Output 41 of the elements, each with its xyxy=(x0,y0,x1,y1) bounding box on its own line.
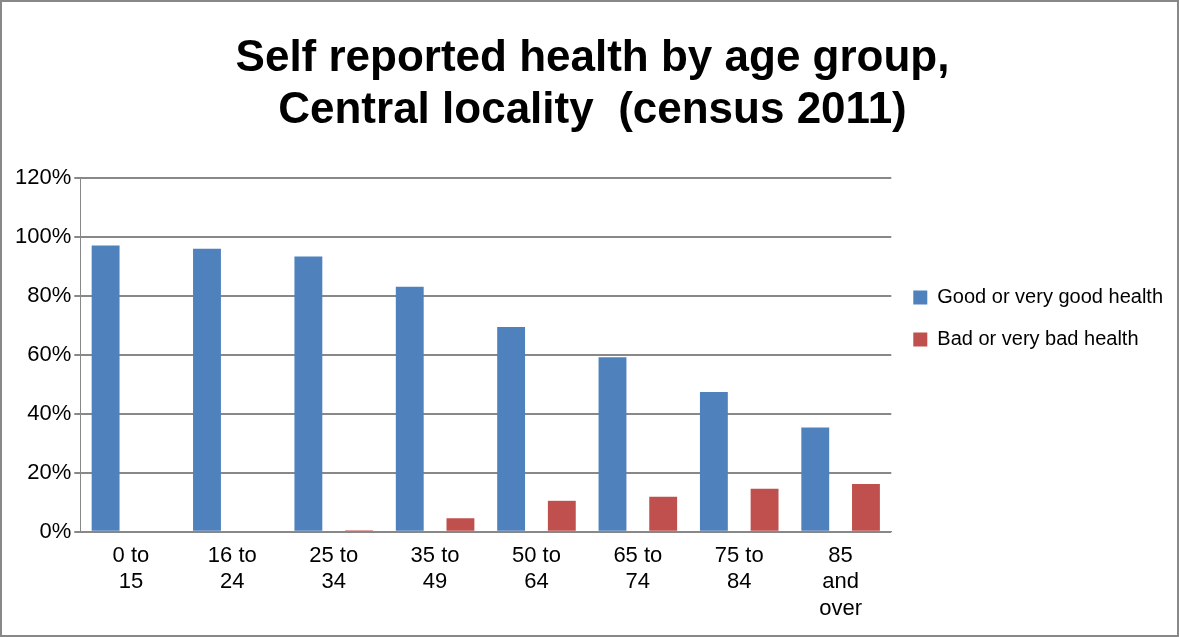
bar xyxy=(750,488,779,531)
category-label: 75 to xyxy=(714,542,764,568)
category-label: 25 to xyxy=(309,542,359,568)
bar xyxy=(649,496,678,531)
category-label: 64 xyxy=(524,568,549,594)
category-label: 24 xyxy=(220,568,245,594)
category-label: 49 xyxy=(422,568,448,594)
y-tick-label: 60% xyxy=(27,340,72,366)
category-label: 0 to xyxy=(112,542,150,568)
bar xyxy=(801,427,830,531)
category-label: 50 to xyxy=(512,542,561,568)
category-label: 16 to xyxy=(207,542,257,568)
bar xyxy=(395,286,424,531)
bar xyxy=(294,256,323,531)
category-label: 34 xyxy=(321,568,346,594)
bar xyxy=(547,500,576,531)
bar xyxy=(699,391,728,531)
category-label: 74 xyxy=(625,568,651,594)
bar xyxy=(598,357,627,531)
bar xyxy=(446,518,475,531)
legend-label: Bad or very bad health xyxy=(937,327,1139,350)
y-tick-label: 120% xyxy=(14,163,72,189)
y-tick-label: 80% xyxy=(27,281,72,307)
bar xyxy=(852,483,880,531)
bar xyxy=(91,245,120,531)
y-tick-label: 100% xyxy=(14,222,72,248)
category-label: 15 xyxy=(118,568,144,594)
category-label: 84 xyxy=(726,568,752,594)
category-label: and xyxy=(822,568,859,594)
category-label: 85 xyxy=(828,542,853,568)
y-tick-label: 20% xyxy=(27,458,72,484)
category-label: over xyxy=(819,594,863,620)
category-label: 65 to xyxy=(613,542,663,568)
text: Central locality (census 2011) xyxy=(278,83,907,133)
text: Self reported health by age group, xyxy=(235,30,950,80)
category-label: 35 to xyxy=(410,542,460,568)
bar xyxy=(193,248,221,531)
legend-label: Good or very good health xyxy=(937,285,1163,308)
bar xyxy=(497,326,526,531)
y-tick-label: 0% xyxy=(39,517,72,543)
y-tick-label: 40% xyxy=(27,399,72,425)
